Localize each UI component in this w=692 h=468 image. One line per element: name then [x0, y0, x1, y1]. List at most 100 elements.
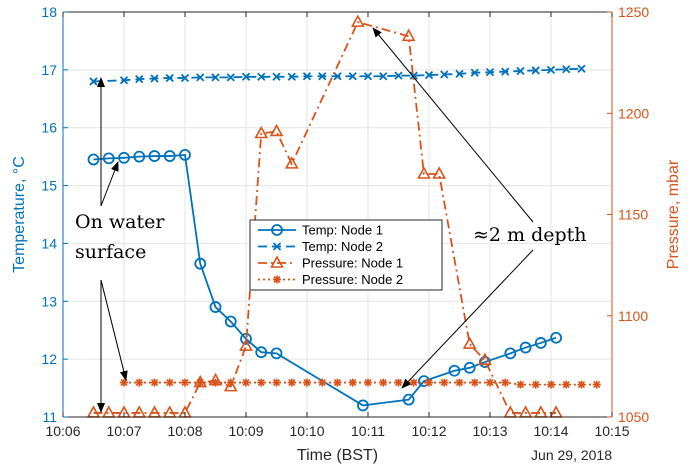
y-right-tick-label: 1150	[618, 207, 648, 223]
data-point	[486, 378, 494, 387]
annotation-arrow-node1-surface	[100, 161, 119, 207]
data-point	[318, 378, 327, 387]
y-left-tick-label: 15	[41, 178, 57, 194]
data-point	[242, 378, 250, 387]
data-point	[226, 378, 235, 387]
data-point	[546, 65, 556, 74]
data-point	[577, 380, 586, 389]
x-axis-label: Time (BST)	[297, 447, 378, 464]
data-point	[165, 73, 174, 83]
data-point	[470, 378, 479, 387]
data-point	[333, 378, 342, 387]
legend-label: Temp: Node 2	[302, 239, 383, 254]
data-point	[409, 71, 418, 80]
x-tick-label: 10:15	[594, 423, 629, 439]
data-point	[302, 72, 312, 81]
series-layer	[86, 14, 601, 418]
axes: 10:06 10:07 10:08 10:09 10:10 10:11 10:12 10:13…	[11, 4, 682, 464]
y-left-tick-label: 18	[41, 4, 57, 20]
data-point	[501, 67, 510, 76]
data-point	[592, 380, 601, 389]
legend-label: Pressure: Node 1	[302, 256, 403, 271]
data-point	[287, 378, 296, 387]
data-point	[148, 150, 161, 162]
data-point	[534, 337, 547, 349]
series-temp-node-2	[89, 64, 586, 86]
data-point	[120, 378, 128, 387]
data-point	[270, 347, 283, 360]
legend-marker	[270, 255, 284, 268]
x-tick-label: 10:13	[472, 423, 507, 439]
data-point	[379, 378, 388, 387]
y-left-tick-label: 17	[41, 62, 57, 78]
y-left-tick-label: 11	[42, 409, 57, 425]
data-point	[577, 64, 586, 73]
data-point	[478, 352, 492, 366]
x-tick-label: 10:06	[45, 423, 80, 439]
data-point	[501, 378, 510, 387]
data-point	[272, 72, 281, 81]
data-point	[254, 125, 269, 139]
data-point	[350, 14, 365, 27]
y-right-axis-label: Pressure, mbar	[665, 159, 682, 269]
legend-marker	[271, 224, 283, 236]
data-point	[531, 66, 540, 75]
data-point	[379, 72, 388, 81]
y-right-tick-label: 1050	[618, 409, 649, 425]
data-point	[417, 166, 431, 179]
data-point	[562, 65, 571, 74]
data-point	[432, 166, 447, 179]
data-point	[531, 380, 540, 389]
data-point	[318, 72, 327, 81]
data-point	[147, 405, 162, 418]
data-point	[448, 364, 461, 377]
y-right-tick-label: 1100	[618, 308, 648, 324]
data-point	[269, 123, 284, 137]
y-left-tick-label: 14	[41, 235, 57, 251]
legend-marker	[273, 275, 281, 284]
data-point	[364, 378, 372, 387]
data-point	[284, 156, 299, 169]
data-point	[150, 74, 159, 83]
series-line	[124, 381, 597, 386]
data-point	[211, 378, 220, 387]
data-point	[180, 73, 190, 83]
y-left-tick-label: 12	[41, 351, 57, 367]
data-point	[348, 378, 357, 387]
x-tick-label: 10:08	[167, 423, 202, 439]
data-point	[119, 76, 129, 85]
data-point	[241, 72, 251, 81]
x-tick-label: 10:09	[228, 423, 263, 439]
x-tick-label: 10:14	[533, 423, 568, 439]
data-point	[194, 257, 207, 270]
y-right-tick-label: 1250	[618, 4, 649, 20]
data-point	[550, 331, 562, 344]
data-point	[549, 405, 563, 418]
data-point	[440, 378, 449, 387]
data-point	[118, 151, 130, 164]
data-point	[394, 71, 403, 80]
data-point	[89, 77, 98, 86]
annotation-arrow-pressure2-surface	[100, 279, 128, 381]
data-point	[533, 405, 548, 418]
data-point	[425, 378, 433, 387]
data-point	[504, 347, 517, 360]
annotation-arrow-temp-min	[401, 249, 534, 389]
y-left-tick-label: 16	[41, 120, 57, 136]
legend-marker	[272, 242, 282, 251]
data-point	[516, 66, 525, 76]
data-point	[196, 378, 205, 387]
data-point	[455, 378, 464, 387]
data-point	[440, 70, 449, 79]
data-point	[86, 405, 101, 418]
data-point	[150, 378, 159, 387]
data-point	[239, 338, 253, 351]
legend-label: Pressure: Node 2	[302, 272, 403, 287]
y-left-axis-label: Temperature, °C	[11, 156, 28, 273]
data-point	[272, 378, 281, 387]
data-point	[424, 70, 434, 80]
data-point	[518, 405, 533, 418]
x-tick-label: 10:07	[106, 423, 141, 439]
